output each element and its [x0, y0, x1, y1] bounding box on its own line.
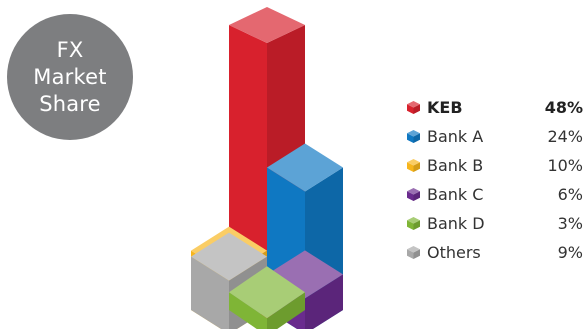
cube-face-top	[407, 217, 420, 224]
bar-face-left	[191, 256, 229, 329]
cube-icon	[407, 246, 420, 259]
legend-value: 24%	[547, 127, 583, 146]
legend-item-others: Others 9%	[407, 238, 583, 267]
legend-label: Others	[427, 243, 481, 262]
cube-face-top	[407, 188, 420, 195]
cube-icon	[407, 217, 420, 230]
bar-face-top	[229, 266, 305, 319]
chart-title-badge: FX Market Share	[7, 14, 133, 140]
chart-title-line: Market	[33, 64, 107, 89]
legend-item-bank-b: Bank B 10%	[407, 151, 583, 180]
legend-label: KEB	[427, 98, 463, 117]
cube-icon	[407, 159, 420, 172]
cube-icon	[407, 130, 420, 143]
cube-face-top	[407, 130, 420, 137]
cube-face-top	[407, 101, 420, 108]
legend-item-bank-d: Bank D 3%	[407, 209, 583, 238]
legend-label: Bank B	[427, 156, 484, 175]
chart-title-line: Share	[39, 91, 101, 116]
legend-item-keb: KEB 48%	[407, 93, 583, 122]
legend-value: 3%	[557, 214, 583, 233]
legend-item-bank-c: Bank C 6%	[407, 180, 583, 209]
legend-value: 10%	[547, 156, 583, 175]
legend-label: Bank C	[427, 185, 484, 204]
cube-icon	[407, 101, 420, 114]
bar-face-top	[191, 232, 267, 281]
legend-label: Bank A	[427, 127, 484, 146]
bar-face-left	[229, 292, 267, 329]
cube-face-top	[407, 159, 420, 166]
bar-face-right	[267, 292, 305, 329]
legend-label: Bank D	[427, 214, 485, 233]
bar-face-top	[229, 7, 305, 43]
legend-item-bank-a: Bank A 24%	[407, 122, 583, 151]
cube-face-top	[407, 246, 420, 253]
legend-value: 9%	[557, 243, 583, 262]
chart-title-line: FX	[56, 37, 84, 62]
legend-value: 48%	[544, 98, 583, 117]
legend-value: 6%	[557, 185, 583, 204]
cube-icon	[407, 188, 420, 201]
chart-legend: KEB 48% Bank A 24% Bank B 10% Bank C 6% Bank D 3%…	[407, 93, 583, 267]
bar-face-top	[267, 143, 343, 192]
bar-bank-d	[229, 266, 305, 329]
bar-face-right	[305, 274, 343, 329]
